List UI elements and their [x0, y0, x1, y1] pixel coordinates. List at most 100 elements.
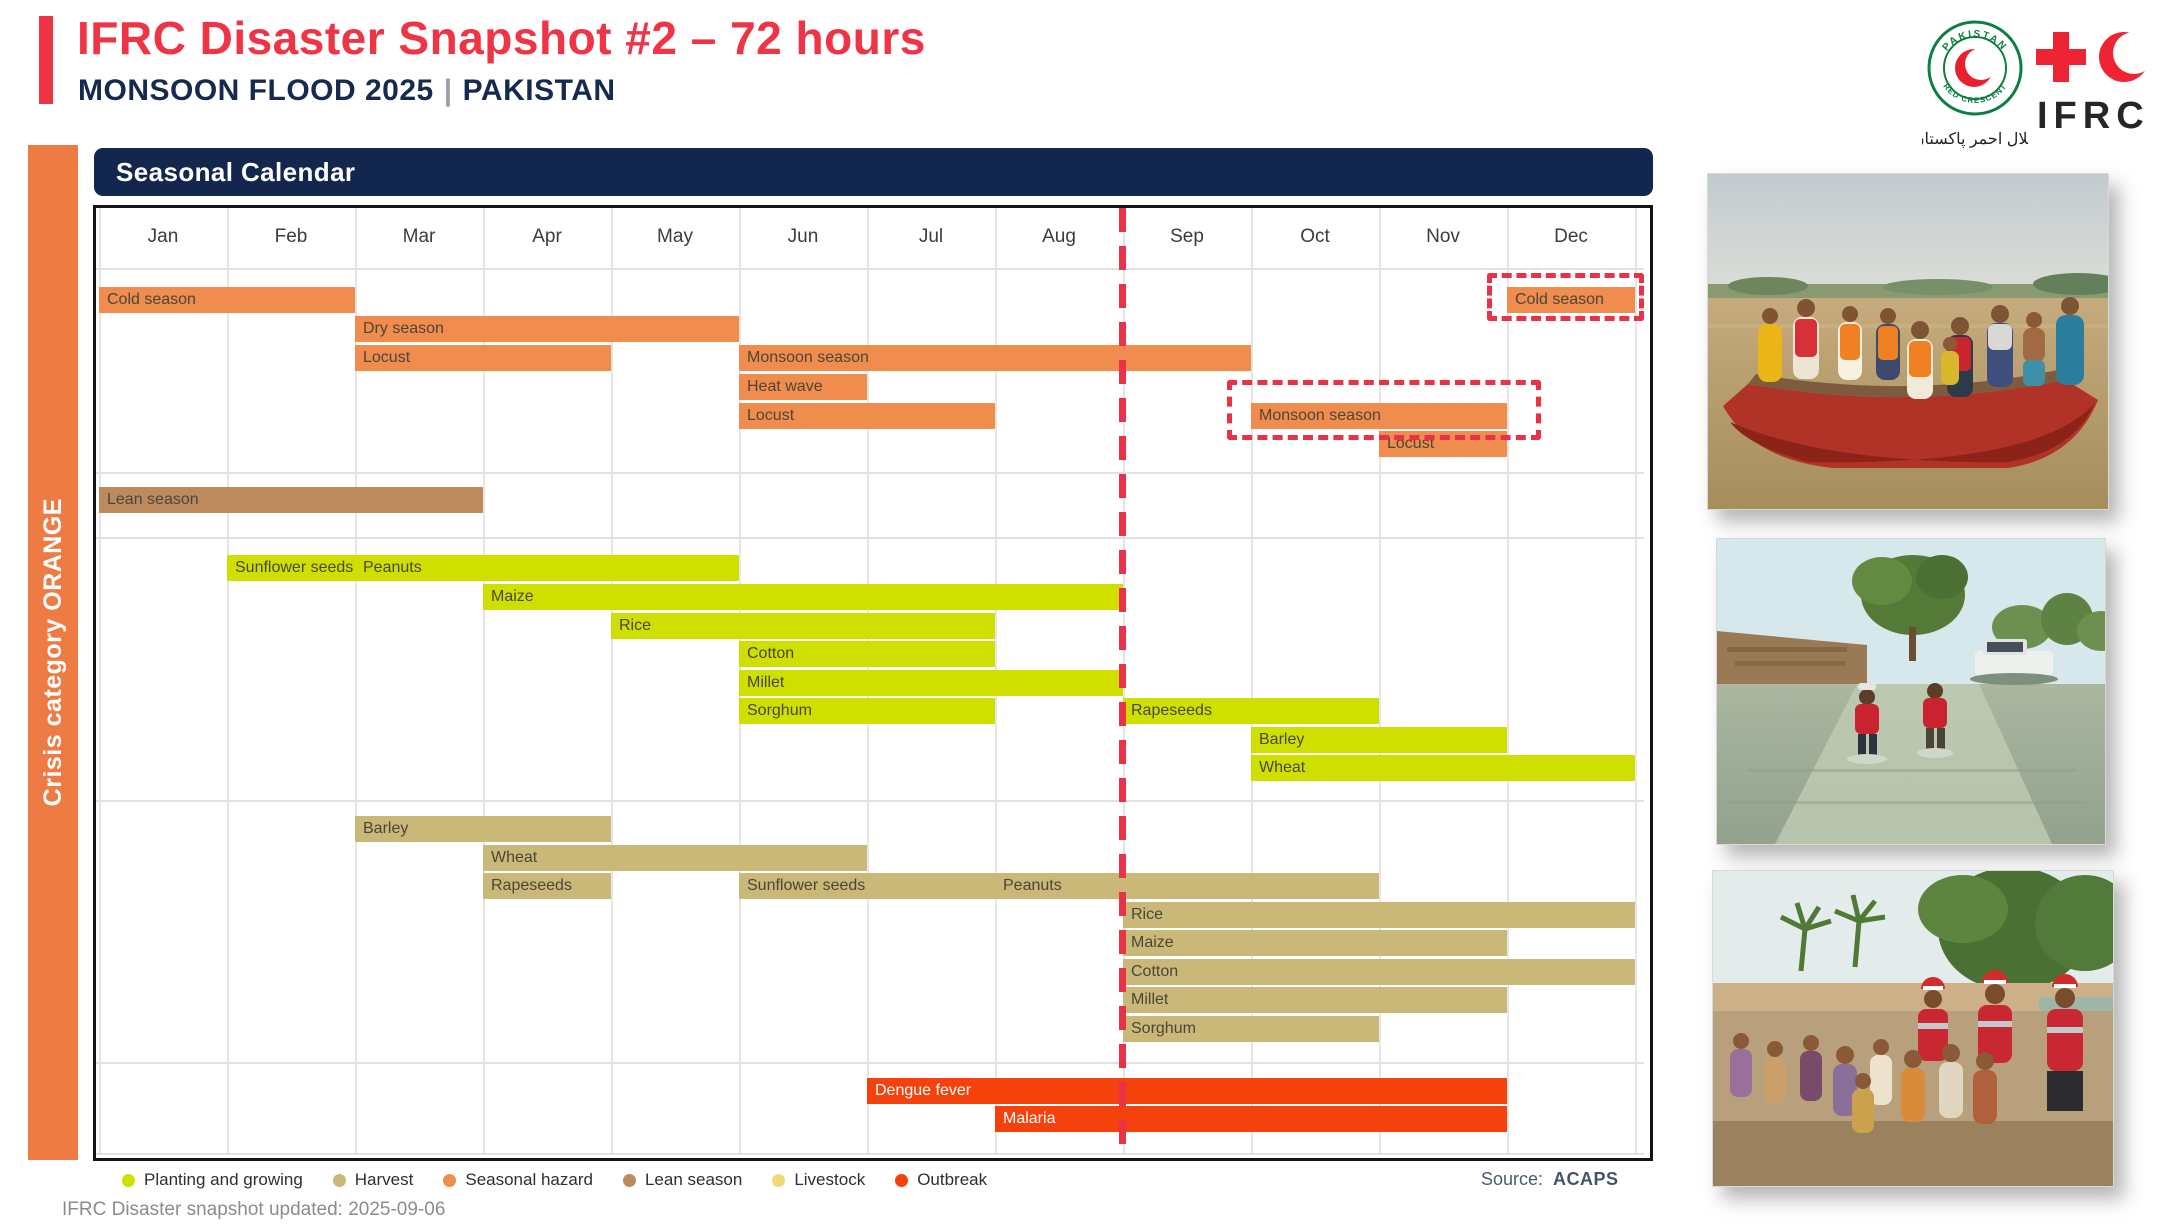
- section-gridline: [96, 1062, 1644, 1064]
- month-header-oct: Oct: [1300, 226, 1330, 247]
- pakistan-red-crescent-logo-icon: PAKISTAN RED CRESCENT ہلال احمر پاکستان: [1922, 20, 2028, 148]
- legend-item-seasonal-hazard: Seasonal hazard: [443, 1170, 593, 1190]
- source-label: Source:: [1481, 1169, 1544, 1189]
- legend-label: Lean season: [644, 1170, 743, 1189]
- photo-boat-evacuation: [1707, 173, 2109, 510]
- gantt-bar-barley: Barley: [355, 816, 611, 842]
- gantt-bar-lean-season: Lean season: [99, 487, 483, 513]
- legend-label: Planting and growing: [144, 1170, 303, 1189]
- red-cross-icon: [2036, 32, 2086, 82]
- subtitle-event: MONSOON FLOOD 2025: [78, 74, 434, 107]
- month-gridline: [1507, 208, 1509, 1153]
- month-gridline: [1379, 208, 1381, 1153]
- month-gridline: [1635, 208, 1637, 1153]
- gantt-bar-millet: Millet: [739, 670, 1123, 696]
- month-header-dec: Dec: [1554, 226, 1588, 247]
- crisis-category-banner: Crisis category ORANGE: [28, 145, 78, 1160]
- month-header-apr: Apr: [532, 226, 562, 247]
- gantt-bar-barley: Barley: [1251, 727, 1507, 753]
- gantt-bar-maize: Maize: [1123, 930, 1507, 956]
- legend-label: Livestock: [794, 1170, 866, 1189]
- forecast-highlight-box: [1227, 380, 1541, 440]
- seasonal-calendar-chart: Jan Feb Mar Apr May Jun Jul Aug Sep Oct Nov Dec Cold…: [93, 205, 1653, 1161]
- month-header-jan: Jan: [147, 226, 179, 247]
- ifrc-logo-icon: IFRC: [2036, 32, 2155, 136]
- gantt-bar-sunflower-seeds: Sunflower seeds: [227, 555, 355, 581]
- forecast-highlight-box: [1487, 273, 1644, 321]
- chart-legend: Planting and growing Harvest Seasonal haza…: [122, 1170, 987, 1190]
- gantt-layer: Jan Feb Mar Apr May Jun Jul Aug Sep Oct Nov Dec Cold…: [96, 208, 1650, 1158]
- page-subtitle: MONSOON FLOOD 2025 | PAKISTAN: [78, 74, 616, 108]
- subtitle-country: PAKISTAN: [462, 74, 616, 107]
- section-gridline: [96, 1153, 1644, 1155]
- month-header-mar: Mar: [402, 226, 436, 247]
- gantt-bar-locust: Locust: [355, 345, 611, 371]
- gantt-bar-locust: Locust: [739, 403, 995, 429]
- legend-item-outbreak: Outbreak: [895, 1170, 987, 1190]
- gantt-bar-wheat: Wheat: [483, 845, 867, 871]
- legend-label: Outbreak: [917, 1170, 988, 1189]
- month-gridline: [611, 208, 613, 1153]
- photo-community-group-volunteers: [1712, 870, 2114, 1187]
- page-title: IFRC Disaster Snapshot #2 – 72 hours: [77, 12, 926, 64]
- ifrc-logo-text: IFRC: [2037, 95, 2150, 136]
- section-gridline: [96, 537, 1644, 539]
- gantt-bar-rapeseeds: Rapeseeds: [483, 873, 611, 899]
- gantt-bar-monsoon-season: Monsoon season: [739, 345, 1251, 371]
- legend-label: Harvest: [354, 1170, 414, 1189]
- legend-dot-seasonal-hazard: [443, 1173, 457, 1187]
- month-gridline: [1251, 208, 1253, 1153]
- photo-flooded-road-volunteers: [1716, 538, 2106, 845]
- title-accent-bar: [39, 16, 53, 104]
- month-gridline: [227, 208, 229, 1153]
- month-header-jun: Jun: [787, 226, 819, 247]
- month-gridline: [355, 208, 357, 1153]
- wading-volunteer-2: [1917, 683, 1953, 758]
- legend-item-planting-and-growing: Planting and growing: [122, 1170, 303, 1190]
- prc-urdu-text: ہلال احمر پاکستان: [1922, 131, 2028, 148]
- volunteers-back-row: [1918, 970, 2083, 1111]
- gantt-bar-heat-wave: Heat wave: [739, 374, 867, 400]
- gantt-bar-cold-season: Cold season: [99, 287, 355, 313]
- legend-dot-planting-and-growing: [122, 1173, 135, 1187]
- crisis-category-label: Crisis category ORANGE: [38, 498, 67, 807]
- gantt-bar-millet: Millet: [1123, 987, 1507, 1013]
- source-value: ACAPS: [1553, 1169, 1619, 1189]
- gantt-bar-sorghum: Sorghum: [1123, 1016, 1379, 1042]
- gantt-bar-rapeseeds: Rapeseeds: [1123, 698, 1379, 724]
- gantt-bar-peanuts: Peanuts: [995, 873, 1379, 899]
- month-gridline: [99, 208, 101, 1153]
- legend-dot-outbreak: [895, 1173, 909, 1187]
- month-header-may: May: [657, 226, 693, 247]
- legend-dot-harvest: [332, 1173, 346, 1187]
- gantt-bar-sorghum: Sorghum: [739, 698, 995, 724]
- month-header-sep: Sep: [1170, 226, 1204, 247]
- gantt-bar-cotton: Cotton: [1123, 959, 1635, 985]
- legend-label: Seasonal hazard: [465, 1170, 593, 1189]
- gantt-bar-dengue-fever: Dengue fever: [867, 1078, 1507, 1104]
- gantt-bar-wheat: Wheat: [1251, 755, 1635, 781]
- month-header-feb: Feb: [274, 226, 308, 247]
- month-gridline: [483, 208, 485, 1153]
- section-gridline: [96, 268, 1644, 270]
- legend-item-lean-season: Lean season: [622, 1170, 743, 1190]
- gantt-bar-dry-season: Dry season: [355, 316, 739, 342]
- legend-item-harvest: Harvest: [332, 1170, 414, 1190]
- seasonal-calendar-header: Seasonal Calendar: [94, 148, 1653, 196]
- wading-volunteer-1: [1847, 683, 1887, 764]
- month-header-nov: Nov: [1426, 226, 1460, 247]
- legend-item-livestock: Livestock: [772, 1170, 865, 1190]
- legend-dot-lean-season: [622, 1173, 636, 1187]
- subtitle-separator: |: [443, 74, 453, 107]
- month-header-aug: Aug: [1042, 226, 1076, 247]
- gantt-bar-rice: Rice: [1123, 902, 1635, 928]
- source-note: Source: ACAPS: [1481, 1169, 1619, 1190]
- month-header-jul: Jul: [918, 226, 944, 247]
- gantt-bar-malaria: Malaria: [995, 1106, 1507, 1132]
- evacuees-group: [1758, 297, 2084, 399]
- gantt-bar-rice: Rice: [611, 613, 995, 639]
- today-marker-line: [1119, 208, 1126, 1158]
- gantt-bar-peanuts: Peanuts: [355, 555, 739, 581]
- children-front-rows: [1730, 1033, 1997, 1133]
